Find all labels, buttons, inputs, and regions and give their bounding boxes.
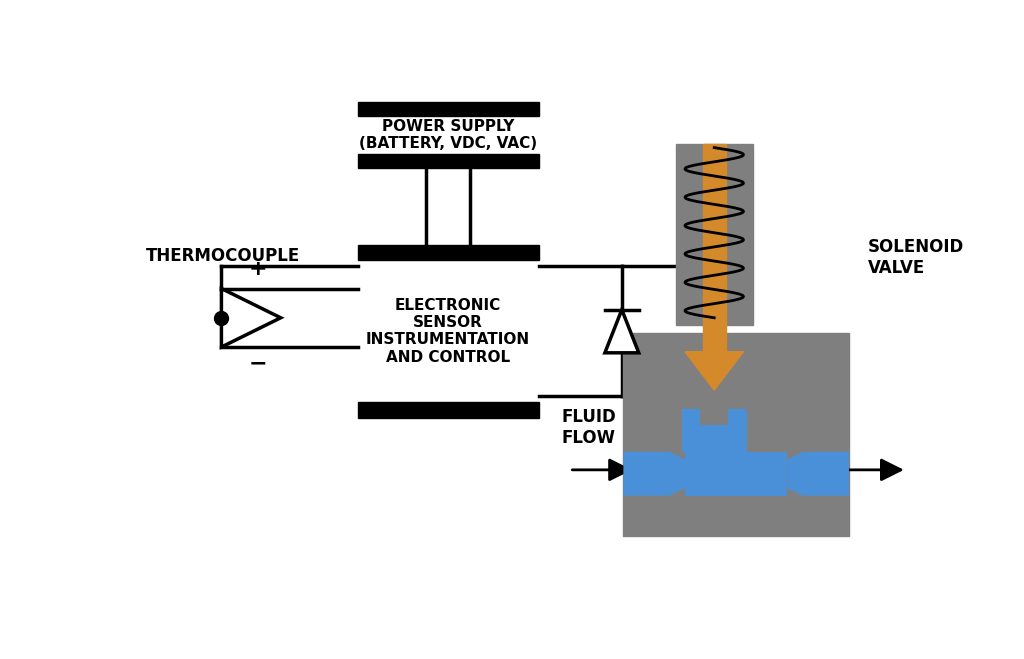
Bar (357, 102, 539, 167)
Polygon shape (685, 352, 743, 390)
Text: POWER SUPPLY
(BATTERY, VDC, VAC): POWER SUPPLY (BATTERY, VDC, VAC) (359, 119, 538, 151)
Bar (357, 244, 539, 260)
Polygon shape (221, 289, 281, 347)
Bar (357, 154, 539, 167)
Bar (357, 244, 539, 418)
Bar (702, 144, 726, 363)
Polygon shape (624, 452, 685, 496)
Text: SOLENOID
VALVE: SOLENOID VALVE (868, 239, 965, 277)
Text: THERMOCOUPLE: THERMOCOUPLE (146, 247, 300, 265)
Polygon shape (682, 409, 787, 496)
Text: ELECTRONIC
SENSOR
INSTRUMENTATION
AND CONTROL: ELECTRONIC SENSOR INSTRUMENTATION AND CO… (367, 298, 530, 365)
Bar (357, 102, 539, 116)
Polygon shape (605, 310, 639, 353)
Bar (624, 333, 849, 536)
Bar (357, 403, 539, 418)
Polygon shape (787, 452, 849, 496)
Bar (676, 144, 753, 326)
Text: FLUID
FLOW: FLUID FLOW (562, 408, 616, 447)
Text: +: + (248, 259, 267, 279)
Text: −: − (248, 353, 267, 373)
